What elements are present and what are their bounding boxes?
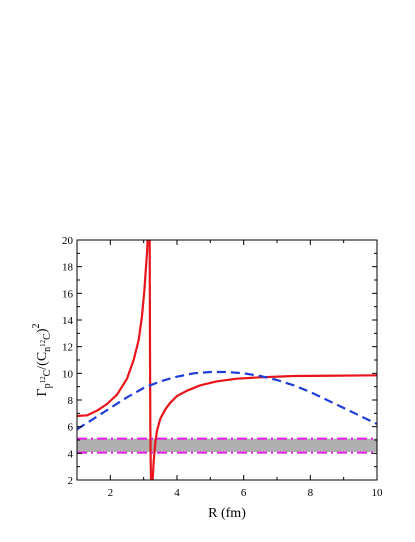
- y-tick-label: 20: [62, 235, 74, 247]
- y-tick-label: 12: [62, 342, 73, 354]
- y-label-sub1-sup: 12: [39, 376, 47, 384]
- y-label-sub2-sup: 12: [39, 339, 47, 347]
- ticks-layer: 2 4 6 8 10 2 4 6 8 10 12 14 16 18 20: [62, 235, 383, 499]
- y-tick-label: 4: [68, 448, 74, 460]
- series-0-segment-0: [77, 240, 149, 418]
- y-label-close: ): [35, 328, 50, 333]
- y-tick-label: 6: [68, 422, 74, 434]
- y-label-sub1-pre: p: [42, 383, 53, 388]
- y-tick-label: 18: [62, 262, 74, 274]
- series-0-segment-1: [148, 240, 153, 480]
- x-tick-label: 10: [372, 487, 384, 499]
- x-tick-label: 4: [174, 487, 180, 499]
- y-tick-label: 8: [68, 395, 74, 407]
- series-layer: [77, 240, 377, 480]
- y-axis-label: Γp12C/(Cn12C)2: [31, 324, 53, 397]
- reference-band: [77, 438, 377, 452]
- y-tick-label: 10: [62, 368, 74, 380]
- y-tick-label: 2: [68, 475, 74, 487]
- x-tick-label: 8: [308, 487, 314, 499]
- x-tick-label: 6: [241, 487, 247, 499]
- series-1-segment-0: [77, 370, 377, 431]
- y-label-sub2-post: C: [42, 333, 53, 340]
- y-tick-label: 14: [62, 315, 74, 327]
- series-0-segment-2: [151, 374, 377, 480]
- y-label-sub1-post: C: [42, 369, 53, 376]
- x-tick-label: 2: [108, 487, 114, 499]
- y-label-base: Γ: [35, 388, 50, 396]
- y-label-sub2-pre: n: [42, 347, 53, 352]
- y-tick-label: 16: [62, 288, 74, 300]
- x-axis-label: R (fm): [208, 506, 246, 521]
- y-label-mid: /(C: [35, 352, 50, 370]
- y-label-power: 2: [31, 324, 42, 329]
